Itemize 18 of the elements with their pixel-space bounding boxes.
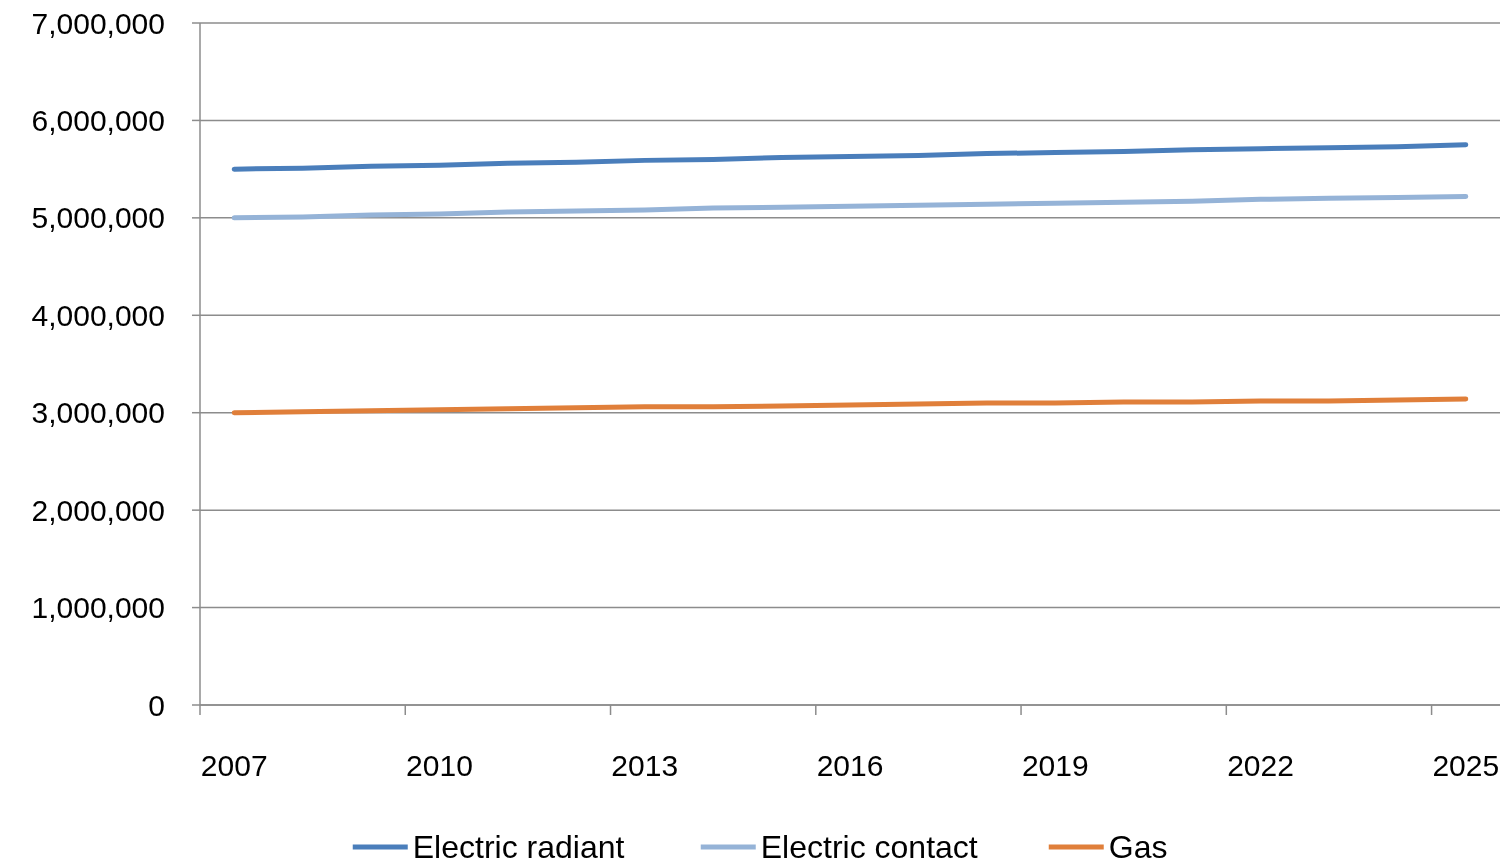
x-tick-label: 2013 bbox=[611, 748, 679, 782]
y-tick-label: 4,000,000 bbox=[31, 298, 165, 332]
y-tick-label: 7,000,000 bbox=[31, 6, 165, 40]
x-tick-label: 2016 bbox=[816, 748, 884, 782]
y-tick-label: 1,000,000 bbox=[31, 591, 165, 625]
x-tick-label: 2022 bbox=[1227, 748, 1294, 782]
legend-label: Gas bbox=[1108, 829, 1168, 865]
y-tick-label: 3,000,000 bbox=[31, 396, 165, 430]
x-tick-label: 2025 bbox=[1432, 748, 1500, 782]
x-tick-label: 2019 bbox=[1021, 748, 1089, 782]
legend-label: Electric contact bbox=[760, 829, 978, 865]
legend-label: Electric radiant bbox=[412, 829, 625, 865]
y-tick-label: 5,000,000 bbox=[31, 201, 165, 235]
y-tick-label: 6,000,000 bbox=[31, 103, 165, 137]
y-tick-label: 2,000,000 bbox=[31, 493, 165, 527]
y-tick-label: 0 bbox=[148, 688, 165, 722]
x-tick-label: 2007 bbox=[200, 748, 268, 782]
x-tick-label: 2010 bbox=[406, 748, 473, 782]
